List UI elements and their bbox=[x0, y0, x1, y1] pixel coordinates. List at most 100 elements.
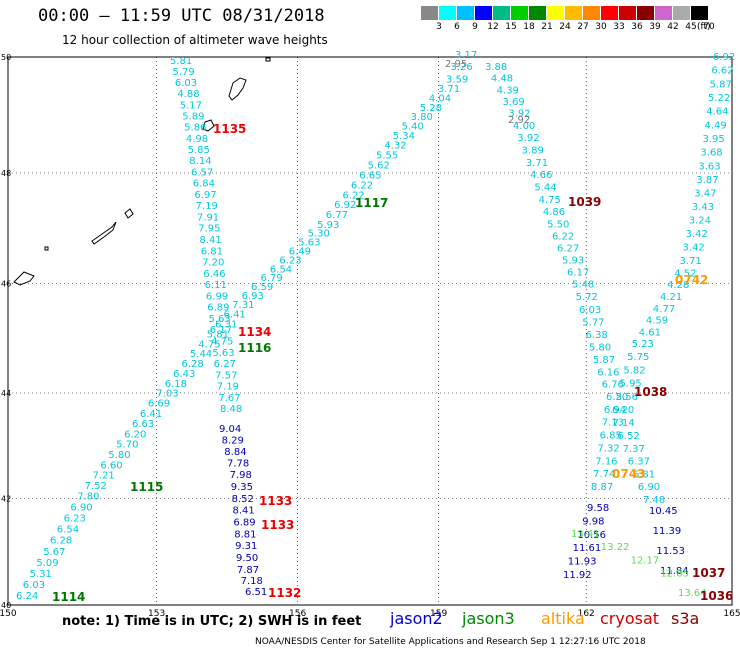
swh-value: 3.43 bbox=[692, 202, 714, 213]
swh-value: 6.51 bbox=[245, 587, 267, 598]
swh-value: 6.94 bbox=[604, 405, 626, 416]
scale-swatch bbox=[511, 6, 528, 20]
swh-value: 5.79 bbox=[172, 67, 194, 78]
swh-value: 4.75 bbox=[211, 336, 233, 347]
swh-value: 4.49 bbox=[704, 120, 726, 131]
swh-value: 3.88 bbox=[485, 62, 507, 73]
swh-value: 3.89 bbox=[522, 145, 544, 156]
swh-value: 7.19 bbox=[217, 382, 239, 393]
scale-label: 39 bbox=[649, 22, 661, 32]
scale-swatch bbox=[673, 6, 690, 20]
lat-lon-grid bbox=[7, 56, 733, 606]
swh-value: 6.99 bbox=[206, 291, 228, 302]
swh-value: 6.37 bbox=[628, 457, 650, 468]
map-note: note: 1) Time is in UTC; 2) SWH is in fe… bbox=[62, 614, 362, 629]
swh-value: 5.80 bbox=[108, 450, 130, 461]
swh-value: 6.03 bbox=[579, 305, 601, 316]
lon-label: 159 bbox=[430, 609, 447, 619]
scale-label: 70 bbox=[703, 22, 715, 32]
swh-value: 6.23 bbox=[64, 514, 86, 525]
swh-value: 4.75 bbox=[539, 195, 561, 206]
land-outlines bbox=[13, 57, 271, 286]
swh-value: 3.47 bbox=[694, 189, 716, 200]
swh-value: 12.17 bbox=[631, 555, 660, 566]
swh-value: 6.81 bbox=[201, 246, 223, 257]
satellite-legend-cryosat: cryosat bbox=[600, 609, 660, 628]
swh-value: 5.77 bbox=[582, 317, 604, 328]
scale-label: 9 bbox=[472, 22, 478, 32]
swh-value: 5.34 bbox=[393, 131, 415, 142]
swh-value: 5.75 bbox=[627, 352, 649, 363]
swh-value: 4.98 bbox=[186, 134, 208, 145]
swh-value: 7.37 bbox=[623, 444, 645, 455]
swh-value: 3.63 bbox=[698, 161, 720, 172]
swh-value: 4.66 bbox=[530, 170, 552, 181]
swh-value: 6.11 bbox=[205, 280, 227, 291]
lon-label: 162 bbox=[578, 609, 595, 619]
swh-value: 8.41 bbox=[199, 235, 221, 246]
swh-value: 3.69 bbox=[502, 97, 524, 108]
swh-value: 7.78 bbox=[227, 459, 249, 470]
island-outline bbox=[44, 246, 49, 251]
swh-value: 9.58 bbox=[587, 503, 609, 514]
swh-value: 5.30 bbox=[308, 229, 330, 240]
swh-value: 3.92 bbox=[517, 133, 539, 144]
swh-value: 8.81 bbox=[234, 529, 256, 540]
pass-ids: 1135 1117 1134 1116 1115 1133 1133 1114 1132 1039… bbox=[52, 122, 733, 604]
satellite-legend-altika: altika bbox=[541, 609, 585, 628]
swh-value: 12.85 bbox=[660, 568, 689, 579]
swh-value: 5.89 bbox=[182, 111, 204, 122]
swh-value: 6.41 bbox=[140, 409, 162, 420]
scale-label: 15 bbox=[505, 22, 517, 32]
swh-value: 6.24 bbox=[16, 591, 38, 602]
swh-value: 6.22 bbox=[343, 190, 365, 201]
scale-label: 27 bbox=[577, 22, 589, 32]
swh-value: 4.88 bbox=[177, 89, 199, 100]
swh-value: 6.92 bbox=[713, 52, 735, 63]
pass-id-label: 0743 bbox=[612, 467, 645, 481]
swh-value: 3.92 bbox=[508, 109, 530, 120]
swh-value: 6.28 bbox=[182, 359, 204, 370]
scale-swatch bbox=[457, 6, 474, 20]
pass-id-label: 1117 bbox=[355, 196, 388, 210]
swh-value: 6.20 bbox=[606, 392, 628, 403]
swh-value: 11.53 bbox=[656, 546, 685, 557]
lat-label: 42 bbox=[1, 495, 11, 504]
swh-value: 7.52 bbox=[85, 481, 107, 492]
scale-swatch bbox=[439, 6, 456, 20]
swh-value: 9.31 bbox=[235, 541, 257, 552]
swh-value: 6.97 bbox=[194, 190, 216, 201]
scale-swatch bbox=[655, 6, 672, 20]
swh-value: 6.27 bbox=[214, 359, 236, 370]
scale-swatch bbox=[493, 6, 510, 20]
swh-value: 11.93 bbox=[568, 557, 597, 568]
swh-value: 9.04 bbox=[219, 424, 241, 435]
swh-value: 4.75 bbox=[198, 339, 220, 350]
swh-value: 6.03 bbox=[175, 78, 197, 89]
swh-value: 7.98 bbox=[230, 470, 252, 481]
swh-value: 7.80 bbox=[77, 492, 99, 503]
swh-value: 5.72 bbox=[576, 292, 598, 303]
pass-id-label: 1039 bbox=[568, 195, 601, 209]
swh-value: 6.31 bbox=[215, 319, 237, 330]
scale-label: 45 bbox=[685, 22, 697, 32]
pass-id-label: 1133 bbox=[259, 494, 292, 508]
swh-value: 5.09 bbox=[36, 558, 58, 569]
swh-value: 3.42 bbox=[686, 229, 708, 240]
swh-value: 7.21 bbox=[93, 471, 115, 482]
lat-label: 44 bbox=[1, 389, 11, 398]
swh-value: 9.35 bbox=[231, 482, 253, 493]
pass-id-label: 1135 bbox=[213, 122, 246, 136]
swh-value: 7.48 bbox=[643, 495, 665, 506]
satellite-legend-jason3: jason3 bbox=[462, 609, 515, 628]
swh-value: 8.52 bbox=[232, 494, 254, 505]
pass-id-label: 1133 bbox=[261, 518, 294, 532]
swh-value: 2.95 bbox=[445, 59, 467, 70]
swh-value: 5.55 bbox=[376, 151, 398, 162]
swh-value: 6.85 bbox=[600, 431, 622, 442]
swh-value: 5.87 bbox=[710, 79, 732, 90]
scale-swatch bbox=[547, 6, 564, 20]
swh-value: 11.61 bbox=[573, 543, 602, 554]
pass-id-label: 1036 bbox=[700, 589, 733, 603]
swh-value: 11.92 bbox=[563, 570, 592, 581]
